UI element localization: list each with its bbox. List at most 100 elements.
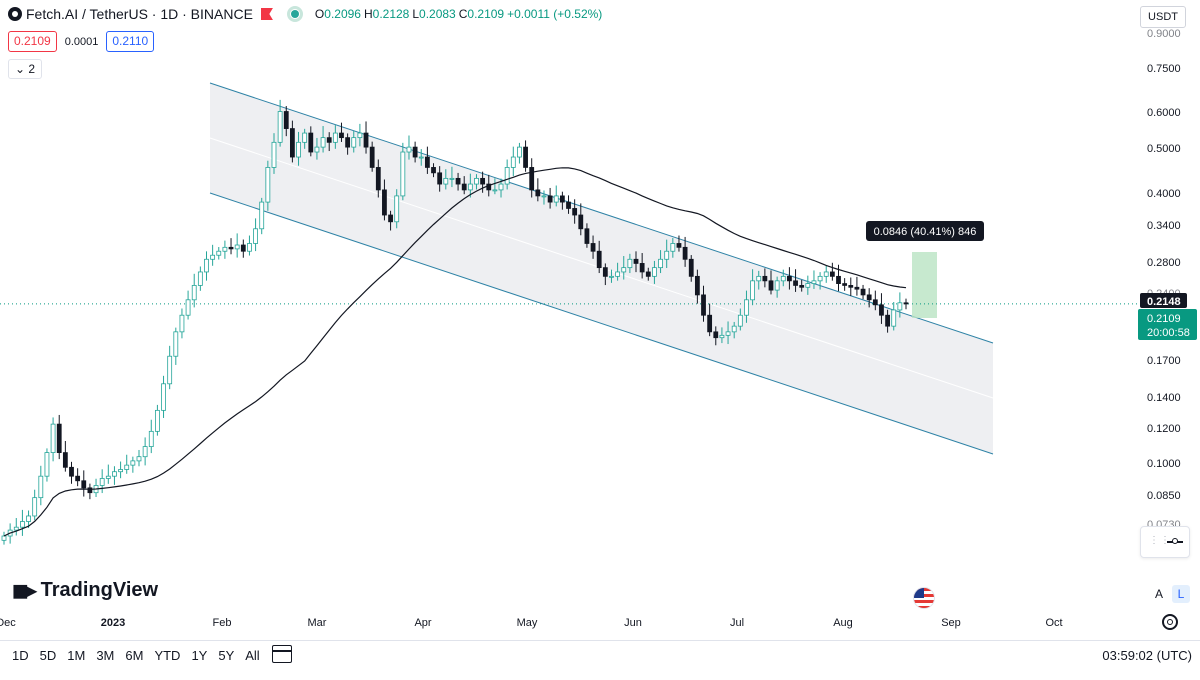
calendar-range-icon[interactable] [272, 645, 292, 663]
candle-body [283, 111, 289, 129]
time-range-1m[interactable]: 1M [67, 648, 86, 663]
candle-body [609, 275, 614, 278]
candle-body [658, 258, 663, 269]
slider-icon[interactable] [1167, 538, 1183, 544]
candle-body [713, 331, 719, 339]
candle-body [75, 475, 81, 482]
candle-body [799, 285, 805, 288]
time-range-1d[interactable]: 1D [12, 648, 29, 663]
time-range-6m[interactable]: 6M [125, 648, 144, 663]
candle-body [81, 480, 87, 489]
ohlc-value: 0.2083 [419, 7, 456, 21]
time-range-1y[interactable]: 1Y [191, 648, 208, 663]
price-tick: 0.9000 [1147, 28, 1181, 40]
auto-scale-button[interactable]: A [1154, 587, 1163, 601]
candle-body [253, 228, 258, 244]
candle-body [645, 271, 651, 277]
candle-body [326, 137, 332, 143]
symbol-header: Fetch.AI / TetherUS · 1D · BINANCE O 0.20… [8, 6, 605, 22]
flag-icon[interactable] [260, 8, 273, 20]
ohlc-key: O [314, 7, 325, 21]
candle-body [20, 521, 25, 528]
candle-body [553, 195, 559, 203]
candle-body [1, 535, 7, 541]
price-tick: 0.1400 [1147, 392, 1181, 404]
candle-body [32, 497, 38, 517]
drag-handle-icon[interactable]: ⋮⋮ [1149, 535, 1171, 546]
settings-gear-icon[interactable] [1162, 614, 1178, 630]
candle-body [584, 228, 590, 244]
marked-price-label: 0.2148 [1147, 296, 1181, 308]
candle-body [529, 167, 535, 191]
candle-body [388, 214, 393, 223]
buy-button[interactable]: 0.2110 [106, 31, 155, 52]
candle-body [860, 288, 866, 296]
candle-body [112, 471, 117, 477]
log-scale-button[interactable]: L [1172, 585, 1190, 603]
candle-body [750, 280, 755, 301]
candle-body [455, 177, 461, 185]
candle-body [817, 275, 823, 282]
candle-body [216, 250, 222, 256]
time-range-3m[interactable]: 3M [96, 648, 115, 663]
candle-body [179, 314, 185, 333]
candle-body [191, 285, 197, 301]
candle-body [498, 183, 504, 191]
symbol-title[interactable]: Fetch.AI / TetherUS · 1D · BINANCE [26, 6, 253, 22]
candle-body [222, 246, 228, 252]
candle-body [480, 177, 486, 185]
channel-lower-line [209, 192, 994, 455]
candle-body [467, 183, 473, 191]
tradingview-watermark[interactable]: ◼▸ TradingView [12, 578, 158, 603]
candle-body [271, 141, 277, 168]
us-flag-event-icon[interactable] [913, 587, 935, 609]
candle-body [517, 146, 522, 158]
current-price-label: 0.2109 [1147, 313, 1181, 325]
sell-button[interactable]: 0.2109 [8, 31, 57, 52]
candle-body [504, 167, 510, 185]
time-range-5y[interactable]: 5Y [218, 648, 235, 663]
candle-body [535, 189, 541, 197]
candle-body [578, 214, 584, 230]
candle-body [805, 283, 811, 288]
time-tick: May [517, 617, 538, 629]
candle-body [204, 258, 209, 273]
candle-body [461, 183, 467, 191]
candle-body [26, 515, 31, 522]
candle-body [56, 423, 62, 453]
indicators-toggle[interactable]: ⌄ 2 [8, 59, 43, 79]
candle-body [756, 275, 762, 282]
time-tick: Apr [414, 617, 431, 629]
measure-label: 0.0846 (40.41%) 846 [874, 226, 977, 238]
candle-body [811, 280, 817, 284]
channel-upper-line [209, 82, 994, 344]
market-status-icon[interactable] [286, 6, 303, 22]
chevron-down-icon: ⌄ [15, 62, 26, 76]
candle-body [774, 280, 780, 291]
time-range-all[interactable]: All [245, 648, 260, 663]
time-range-5d[interactable]: 5D [39, 648, 57, 663]
candle-body [559, 195, 565, 203]
candle-body [259, 201, 265, 230]
candle-body [406, 146, 412, 153]
candle-body [449, 177, 455, 180]
time-range-ytd[interactable]: YTD [154, 648, 181, 663]
current-price-tag [1138, 309, 1197, 340]
candle-body [105, 475, 111, 479]
candle-body [197, 271, 203, 286]
candle-body [357, 132, 363, 139]
countdown-label: 20:00:58 [1147, 327, 1190, 339]
candle-body [167, 355, 173, 385]
candle-body [210, 254, 216, 260]
candle-body [523, 146, 528, 168]
candle-body [627, 258, 633, 269]
utc-clock[interactable]: 03:59:02 (UTC) [1102, 648, 1192, 663]
candle-body [768, 280, 774, 291]
moving-average-line [3, 167, 907, 537]
scale-widget[interactable]: ⋮⋮ [1140, 526, 1190, 558]
currency-selector[interactable]: USDT [1140, 6, 1186, 28]
candle-body [854, 286, 860, 290]
price-tick: 0.7500 [1147, 63, 1181, 75]
